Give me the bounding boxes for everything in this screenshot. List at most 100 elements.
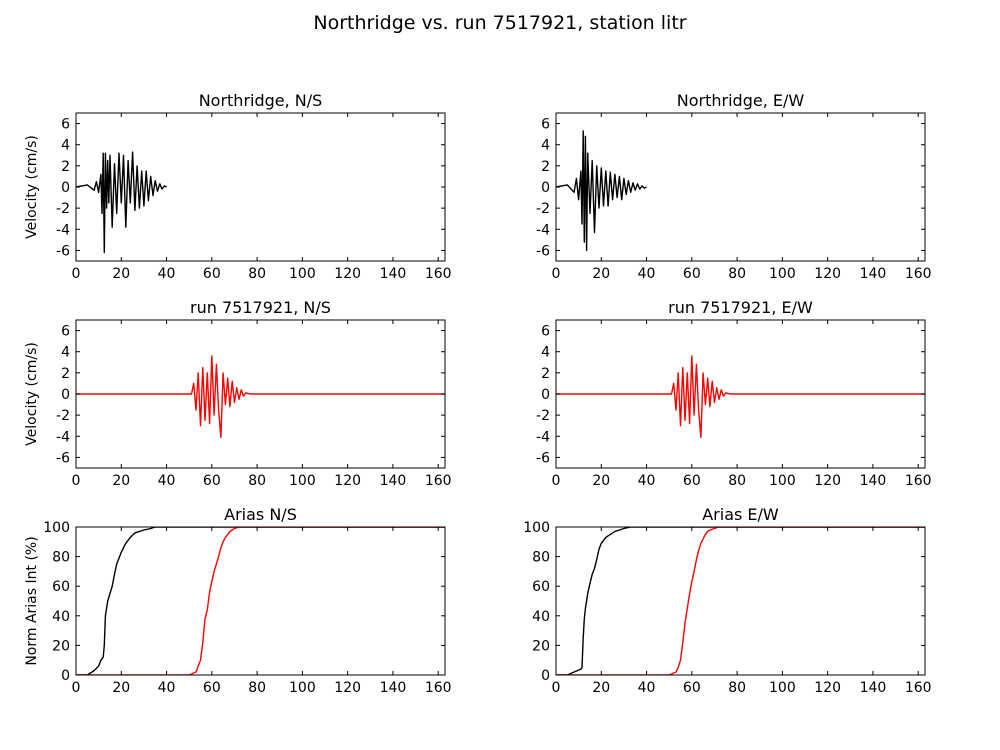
y-tick-label: -4 — [536, 429, 550, 445]
y-tick-label: -2 — [56, 408, 70, 424]
x-tick-label: 20 — [592, 473, 610, 489]
x-tick-label: 100 — [289, 266, 316, 282]
x-tick-label: 20 — [112, 473, 130, 489]
series-line-1 — [556, 527, 925, 675]
y-tick-label: 80 — [52, 550, 70, 566]
x-tick-label: 120 — [334, 266, 361, 282]
x-tick-label: 0 — [72, 266, 81, 282]
subplot-1: Northridge, N/S0 20 40 60 80 100 120 140 160-6-4… — [24, 91, 452, 282]
x-tick-label: 160 — [425, 473, 452, 489]
x-tick-label: 60 — [203, 473, 221, 489]
plot-frame — [555, 526, 926, 676]
x-tick-label: 100 — [769, 680, 796, 696]
x-tick-label: 120 — [814, 680, 841, 696]
y-tick-label: 2 — [61, 366, 70, 382]
x-tick-label: 120 — [334, 473, 361, 489]
y-tick-label: 2 — [61, 159, 70, 175]
y-tick-label: 6 — [61, 117, 70, 133]
y-tick-label: 40 — [52, 609, 70, 625]
y-tick-label: 4 — [541, 138, 550, 154]
x-tick-label: 0 — [72, 473, 81, 489]
subplot-grid: Northridge, N/S0 20 40 60 80 100 120 140 160-6-4… — [24, 91, 932, 696]
subplot-title: Arias N/S — [224, 505, 297, 524]
y-tick-label: 6 — [541, 117, 550, 133]
y-tick-label: 4 — [61, 138, 70, 154]
y-axis-label: Norm Arias Int (%) — [24, 536, 40, 665]
x-tick-label: 60 — [203, 680, 221, 696]
x-tick-label: 140 — [380, 266, 407, 282]
series-line-1 — [556, 130, 647, 252]
x-tick-label: 0 — [552, 473, 561, 489]
x-tick-label: 140 — [380, 473, 407, 489]
y-tick-label: -4 — [536, 222, 550, 238]
x-tick-label: 20 — [592, 680, 610, 696]
y-tick-label: -4 — [56, 429, 70, 445]
x-tick-label: 40 — [638, 266, 656, 282]
y-tick-label: 4 — [541, 345, 550, 361]
subplot-title: Northridge, N/S — [199, 91, 323, 110]
series-line-1 — [76, 355, 445, 438]
y-tick-label: -4 — [56, 222, 70, 238]
x-tick-label: 60 — [683, 680, 701, 696]
x-tick-label: 160 — [425, 680, 452, 696]
y-tick-label: 0 — [541, 180, 550, 196]
y-tick-label: -6 — [56, 243, 70, 259]
x-tick-label: 80 — [248, 680, 266, 696]
y-tick-label: -6 — [56, 450, 70, 466]
plot-frame — [75, 526, 446, 676]
x-tick-label: 100 — [289, 473, 316, 489]
y-tick-label: 4 — [61, 345, 70, 361]
x-tick-label: 160 — [905, 473, 932, 489]
x-tick-label: 60 — [683, 266, 701, 282]
y-tick-label: 0 — [541, 387, 550, 403]
x-tick-label: 80 — [728, 266, 746, 282]
x-tick-label: 80 — [248, 473, 266, 489]
x-tick-label: 20 — [592, 266, 610, 282]
subplot-title: run 7517921, E/W — [668, 298, 813, 317]
y-tick-label: -6 — [536, 450, 550, 466]
x-tick-label: 60 — [203, 266, 221, 282]
subplot-5: Arias N/S 0 20 40 60 80 100 120 140 160 0 20 40 60 80 1… — [24, 505, 452, 696]
y-tick-label: 0 — [61, 668, 70, 684]
x-tick-label: 140 — [860, 266, 887, 282]
y-axis-label: Velocity (cm/s) — [24, 342, 40, 446]
x-tick-label: 100 — [769, 266, 796, 282]
subplot-title: Arias E/W — [702, 505, 779, 524]
subplot-2: Northridge, E/W0 20 40 60 80 100 120 140 160-6-4… — [536, 91, 932, 282]
subplot-3: run 7517921, N/S0 20 40 60 80 100 120 140 160-6-… — [24, 298, 452, 489]
x-tick-label: 140 — [860, 473, 887, 489]
x-tick-label: 120 — [334, 680, 361, 696]
x-tick-label: 100 — [289, 680, 316, 696]
y-tick-label: 2 — [541, 159, 550, 175]
x-tick-label: 40 — [158, 473, 176, 489]
x-tick-label: 40 — [158, 266, 176, 282]
figure-title: Northridge vs. run 7517921, station litr — [313, 12, 686, 34]
y-axis-label: Velocity (cm/s) — [24, 135, 40, 239]
x-tick-label: 40 — [638, 473, 656, 489]
series-line-2 — [556, 527, 925, 675]
x-tick-label: 100 — [769, 473, 796, 489]
series-line-1 — [76, 527, 445, 675]
series-line-2 — [76, 527, 445, 675]
y-tick-label: 60 — [532, 579, 550, 595]
subplot-title: Northridge, E/W — [677, 91, 805, 110]
x-tick-label: 40 — [638, 680, 656, 696]
y-tick-label: 40 — [532, 609, 550, 625]
y-tick-label: 100 — [523, 520, 550, 536]
y-tick-label: 0 — [61, 180, 70, 196]
y-tick-label: -2 — [536, 201, 550, 217]
x-tick-label: 40 — [158, 680, 176, 696]
y-tick-label: -2 — [536, 408, 550, 424]
x-tick-label: 80 — [728, 680, 746, 696]
y-tick-label: 0 — [541, 668, 550, 684]
x-tick-label: 80 — [728, 473, 746, 489]
subplot-4: run 7517921, E/W0 20 40 60 80 100 120 140 160-6-… — [536, 298, 932, 489]
x-tick-label: 120 — [814, 473, 841, 489]
y-tick-label: 60 — [52, 579, 70, 595]
x-tick-label: 20 — [112, 680, 130, 696]
x-tick-label: 120 — [814, 266, 841, 282]
y-tick-label: 80 — [532, 550, 550, 566]
y-tick-label: 20 — [52, 638, 70, 654]
y-tick-label: 6 — [61, 324, 70, 340]
